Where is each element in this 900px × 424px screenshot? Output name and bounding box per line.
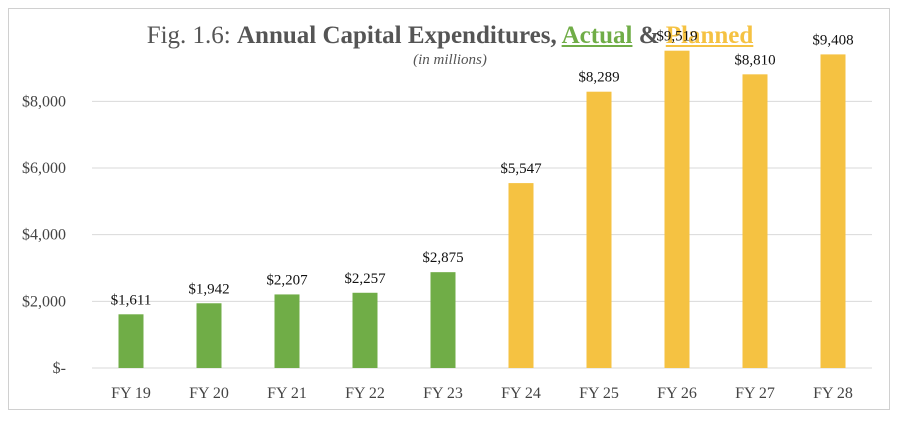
gridlines — [92, 100, 872, 369]
data-labels: $1,611 $1,942 $2,207 $2,257 $2,875 $5,547 $8,2… — [111, 29, 854, 309]
y-tick-label: $4,000 — [22, 227, 66, 244]
data-label: $8,289 — [578, 70, 619, 86]
bar-actual — [196, 303, 222, 368]
x-tick-label: FY 27 — [735, 385, 775, 402]
x-tick-label: FY 22 — [345, 385, 385, 402]
bar-actual — [118, 314, 144, 368]
bar-planned — [742, 74, 768, 368]
data-label: $9,408 — [812, 32, 853, 48]
title-prefix: Fig. 1.6: — [146, 22, 237, 49]
bar-actual — [430, 272, 456, 368]
data-label: $8,810 — [734, 52, 775, 68]
x-tick-label: FY 25 — [579, 385, 619, 402]
title-main: Annual Capital Expenditures, — [236, 22, 562, 49]
y-tick-label: $8,000 — [22, 93, 66, 110]
x-tick-label: FY 20 — [189, 385, 229, 402]
data-label: $1,611 — [111, 292, 152, 308]
x-tick-label: FY 24 — [501, 385, 541, 402]
x-tick-label: FY 26 — [657, 385, 697, 402]
y-tick-label: $2,000 — [22, 293, 66, 310]
x-tick-label: FY 23 — [423, 385, 463, 402]
bars — [118, 50, 846, 369]
chart-subtitle: (in millions) — [413, 52, 487, 68]
chart-title: Fig. 1.6: Annual Capital Expenditures, A… — [0, 22, 900, 50]
bar-planned — [586, 91, 612, 368]
bar-planned — [664, 50, 690, 368]
title-ampersand: & — [632, 22, 666, 49]
bar-planned — [508, 183, 534, 368]
x-tick-label: FY 21 — [267, 385, 307, 402]
y-axis-ticks: $- $2,000 $4,000 $6,000 $8,000 — [22, 93, 66, 377]
title-actual-word: Actual — [561, 22, 633, 49]
data-label: $2,257 — [344, 271, 386, 287]
bar-planned — [820, 54, 846, 369]
y-tick-label: $6,000 — [22, 160, 66, 177]
data-label: $2,207 — [266, 272, 308, 288]
data-label: $5,547 — [500, 161, 542, 177]
chart-frame — [8, 8, 890, 410]
title-planned-word: Planned — [665, 22, 754, 49]
x-tick-label: FY 28 — [813, 385, 853, 402]
bar-actual — [274, 294, 300, 368]
data-label: $1,942 — [188, 281, 229, 297]
x-tick-label: FY 19 — [111, 385, 151, 402]
data-label: $9,519 — [656, 29, 697, 45]
bar-actual — [352, 292, 378, 368]
data-label: $2,875 — [422, 250, 463, 266]
x-axis-ticks: FY 19 FY 20 FY 21 FY 22 FY 23 FY 24 FY 25 FY 26… — [111, 385, 853, 402]
y-tick-label: $- — [53, 360, 66, 377]
